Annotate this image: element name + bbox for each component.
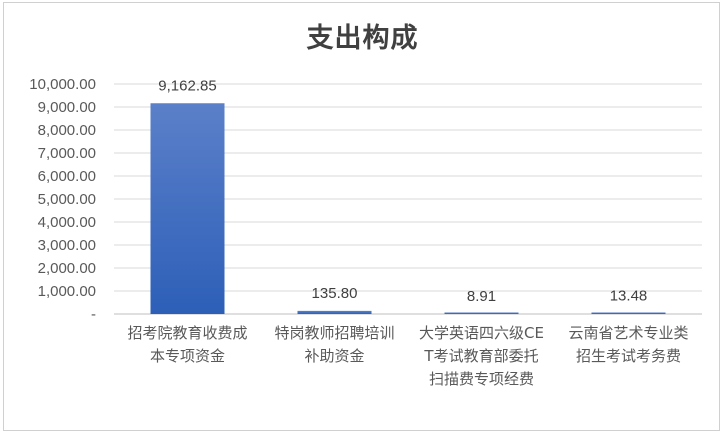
x-category-label: 大学英语四六级CET考试教育部委托扫描费专项经费 (419, 324, 544, 388)
bar (150, 103, 225, 314)
chart-title: 支出构成 (306, 23, 419, 54)
bar (297, 310, 372, 314)
y-tick-label: 4,000.00 (38, 214, 96, 231)
x-category-label: 招考院教育收费成本专项资金 (127, 324, 248, 365)
y-tick-label: 6,000.00 (38, 168, 96, 185)
y-tick-label: 9,000.00 (38, 99, 96, 116)
data-label: 9,162.85 (158, 77, 216, 94)
bar (591, 312, 666, 314)
bar (444, 312, 519, 314)
y-tick-label: - (91, 306, 96, 323)
data-label: 135.80 (312, 285, 358, 302)
y-tick-label: 7,000.00 (38, 145, 96, 162)
data-label: 8.91 (467, 288, 496, 305)
data-label: 13.48 (610, 288, 648, 305)
x-category-label: 云南省艺术专业类招生考试考务费 (568, 324, 689, 365)
y-tick-label: 8,000.00 (38, 122, 96, 139)
y-tick-label: 1,000.00 (38, 283, 96, 300)
chart-border (3, 2, 720, 431)
y-tick-label: 10,000.00 (29, 76, 96, 93)
y-tick-label: 5,000.00 (38, 191, 96, 208)
x-category-label: 特岗教师招聘培训补助资金 (274, 324, 395, 365)
y-tick-label: 2,000.00 (38, 260, 96, 277)
y-tick-label: 3,000.00 (38, 237, 96, 254)
